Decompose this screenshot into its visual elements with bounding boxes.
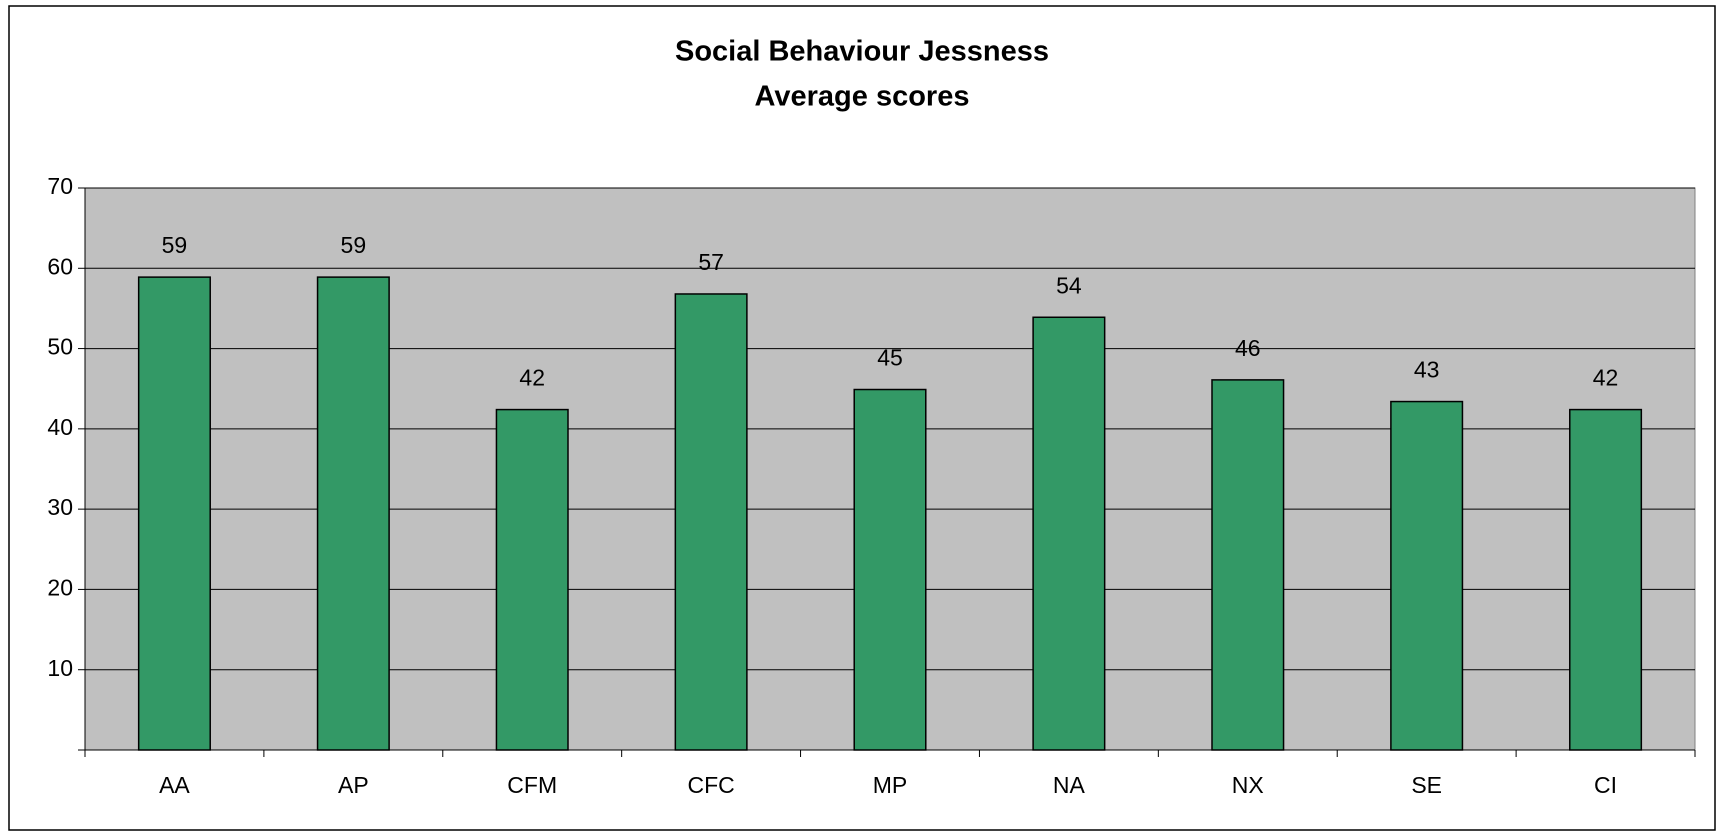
bar <box>316 276 390 751</box>
x-tick-label: AA <box>159 772 190 798</box>
bar <box>853 388 927 751</box>
bar <box>674 293 748 751</box>
chart-subtitle: Average scores <box>755 81 970 113</box>
data-label: 57 <box>698 249 724 275</box>
x-tick-label: AP <box>338 772 369 798</box>
data-label: 59 <box>341 232 367 258</box>
bar <box>1390 400 1464 751</box>
x-tick-label: NX <box>1232 772 1264 798</box>
x-tick-label: CFM <box>507 772 557 798</box>
y-tick-label: 30 <box>47 494 73 520</box>
data-label: 59 <box>162 232 188 258</box>
x-tick-label: NA <box>1053 772 1086 798</box>
x-tick-label: SE <box>1411 772 1442 798</box>
bar <box>1032 316 1106 751</box>
data-label: 42 <box>1593 365 1619 391</box>
y-tick-label: 40 <box>47 414 73 440</box>
y-tick-label: 50 <box>47 334 73 360</box>
y-tick-label: 60 <box>47 253 73 279</box>
y-tick-label: 70 <box>47 173 73 199</box>
chart-title: Social Behaviour Jessness <box>675 36 1049 68</box>
bar <box>495 408 569 751</box>
y-tick-label: 20 <box>47 575 73 601</box>
x-tick-label: CFC <box>687 772 734 798</box>
data-label: 54 <box>1056 272 1082 298</box>
data-label: 46 <box>1235 335 1261 361</box>
x-tick-label: MP <box>873 772 908 798</box>
y-tick-label: 10 <box>47 655 73 681</box>
bar <box>137 276 211 751</box>
x-tick-label: CI <box>1594 772 1617 798</box>
bar <box>1211 379 1285 751</box>
data-label: 45 <box>877 345 903 371</box>
data-label: 42 <box>519 365 545 391</box>
bar <box>1569 408 1643 751</box>
data-label: 43 <box>1414 357 1440 383</box>
